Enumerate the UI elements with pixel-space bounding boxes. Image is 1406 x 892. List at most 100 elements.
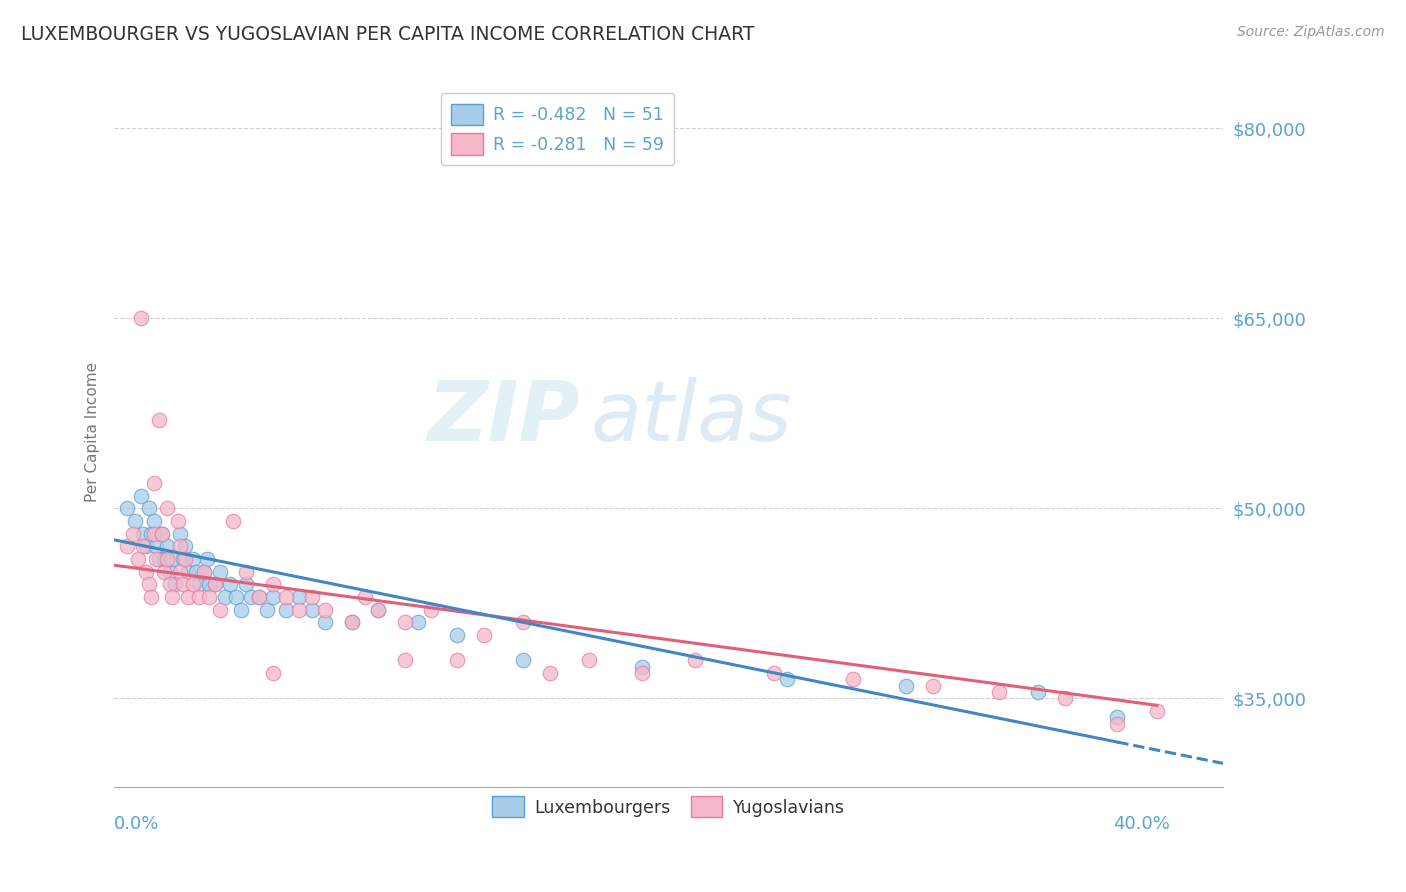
- Point: [135, 565, 157, 579]
- Point: [132, 539, 155, 553]
- Point: [274, 602, 297, 616]
- Point: [135, 539, 157, 553]
- Point: [446, 653, 468, 667]
- Text: atlas: atlas: [591, 377, 793, 458]
- Point: [142, 526, 165, 541]
- Point: [153, 552, 176, 566]
- Point: [172, 577, 194, 591]
- Legend: Luxembourgers, Yugoslavians: Luxembourgers, Yugoslavians: [485, 789, 852, 824]
- Point: [262, 590, 284, 604]
- Point: [177, 590, 200, 604]
- Point: [204, 577, 226, 591]
- Point: [145, 539, 167, 553]
- Point: [187, 577, 209, 591]
- Point: [193, 565, 215, 579]
- Point: [148, 412, 170, 426]
- Point: [340, 615, 363, 630]
- Point: [776, 672, 799, 686]
- Point: [121, 526, 143, 541]
- Point: [183, 577, 205, 591]
- Point: [354, 590, 377, 604]
- Point: [367, 602, 389, 616]
- Point: [1053, 691, 1076, 706]
- Text: 0.0%: 0.0%: [114, 815, 159, 833]
- Point: [222, 514, 245, 528]
- Point: [225, 590, 247, 604]
- Point: [142, 475, 165, 490]
- Point: [163, 577, 186, 591]
- Point: [169, 565, 191, 579]
- Point: [138, 577, 160, 591]
- Point: [169, 539, 191, 553]
- Point: [132, 526, 155, 541]
- Point: [538, 665, 561, 680]
- Point: [256, 602, 278, 616]
- Point: [288, 590, 311, 604]
- Point: [177, 565, 200, 579]
- Point: [142, 514, 165, 528]
- Point: [169, 526, 191, 541]
- Point: [420, 602, 443, 616]
- Point: [145, 552, 167, 566]
- Point: [198, 577, 221, 591]
- Point: [214, 590, 236, 604]
- Point: [204, 577, 226, 591]
- Point: [631, 665, 654, 680]
- Point: [262, 665, 284, 680]
- Point: [288, 602, 311, 616]
- Point: [208, 565, 231, 579]
- Point: [394, 615, 416, 630]
- Point: [247, 590, 270, 604]
- Point: [187, 590, 209, 604]
- Point: [150, 526, 173, 541]
- Point: [894, 679, 917, 693]
- Text: Source: ZipAtlas.com: Source: ZipAtlas.com: [1237, 25, 1385, 39]
- Point: [117, 539, 139, 553]
- Point: [472, 628, 495, 642]
- Point: [274, 590, 297, 604]
- Point: [247, 590, 270, 604]
- Point: [512, 653, 534, 667]
- Point: [183, 552, 205, 566]
- Point: [129, 311, 152, 326]
- Point: [174, 539, 197, 553]
- Point: [184, 565, 207, 579]
- Point: [127, 552, 149, 566]
- Point: [198, 590, 221, 604]
- Point: [153, 565, 176, 579]
- Point: [683, 653, 706, 667]
- Point: [166, 514, 188, 528]
- Point: [921, 679, 943, 693]
- Point: [148, 552, 170, 566]
- Point: [141, 526, 163, 541]
- Point: [301, 602, 323, 616]
- Point: [301, 590, 323, 604]
- Point: [367, 602, 389, 616]
- Point: [631, 659, 654, 673]
- Point: [1146, 704, 1168, 718]
- Point: [174, 552, 197, 566]
- Text: ZIP: ZIP: [427, 377, 579, 458]
- Point: [129, 489, 152, 503]
- Point: [578, 653, 600, 667]
- Point: [156, 539, 179, 553]
- Text: LUXEMBOURGER VS YUGOSLAVIAN PER CAPITA INCOME CORRELATION CHART: LUXEMBOURGER VS YUGOSLAVIAN PER CAPITA I…: [21, 25, 755, 44]
- Point: [340, 615, 363, 630]
- Point: [195, 552, 218, 566]
- Text: 40.0%: 40.0%: [1114, 815, 1170, 833]
- Point: [1107, 716, 1129, 731]
- Point: [235, 565, 257, 579]
- Point: [141, 590, 163, 604]
- Point: [138, 501, 160, 516]
- Point: [512, 615, 534, 630]
- Point: [150, 526, 173, 541]
- Point: [159, 565, 181, 579]
- Point: [763, 665, 786, 680]
- Point: [162, 552, 184, 566]
- Point: [1026, 685, 1049, 699]
- Point: [314, 615, 336, 630]
- Point: [124, 514, 146, 528]
- Point: [240, 590, 263, 604]
- Point: [987, 685, 1010, 699]
- Point: [162, 590, 184, 604]
